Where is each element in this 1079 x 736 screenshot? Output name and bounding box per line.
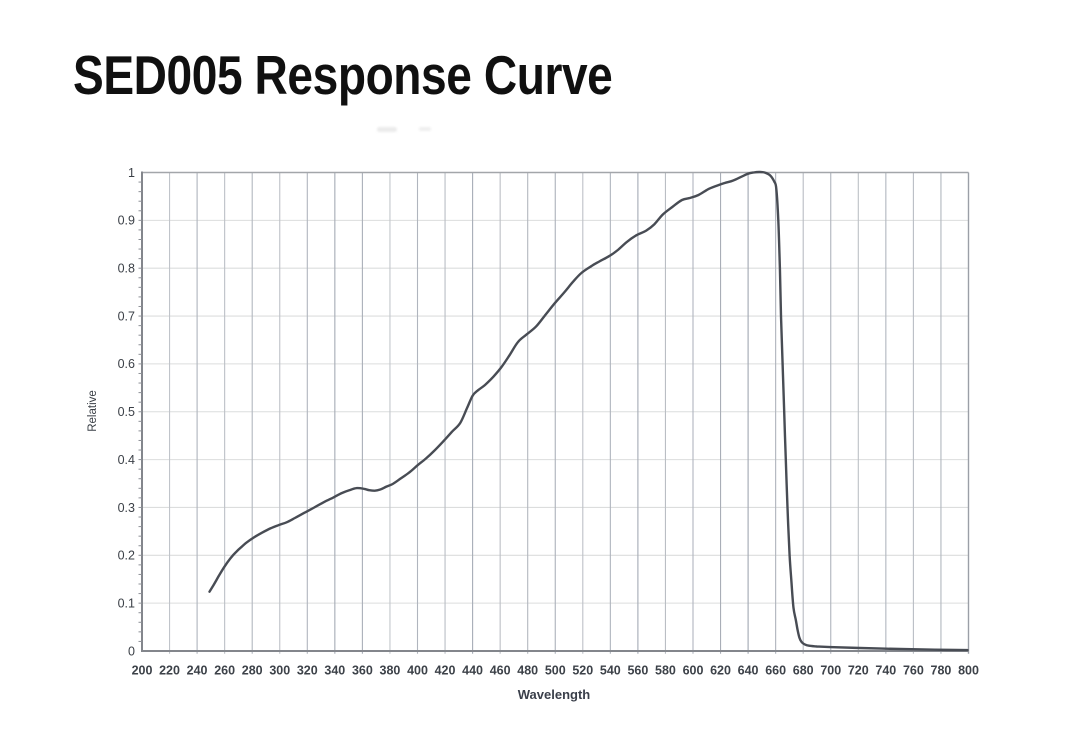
- svg-text:220: 220: [159, 664, 180, 678]
- svg-text:580: 580: [655, 664, 676, 678]
- svg-text:460: 460: [490, 664, 511, 678]
- svg-text:440: 440: [462, 664, 483, 678]
- svg-text:Wavelength: Wavelength: [518, 687, 591, 702]
- svg-text:300: 300: [269, 664, 290, 678]
- svg-text:0.6: 0.6: [118, 357, 135, 371]
- svg-text:780: 780: [931, 664, 952, 678]
- svg-text:0.8: 0.8: [118, 262, 135, 276]
- svg-text:420: 420: [435, 664, 456, 678]
- svg-text:Relative: Relative: [87, 390, 99, 432]
- svg-text:260: 260: [214, 664, 235, 678]
- svg-text:0.5: 0.5: [118, 405, 135, 419]
- svg-text:0: 0: [128, 644, 135, 658]
- svg-text:1: 1: [128, 166, 135, 180]
- svg-text:680: 680: [793, 664, 814, 678]
- svg-text:520: 520: [572, 664, 593, 678]
- svg-text:500: 500: [545, 664, 566, 678]
- svg-text:340: 340: [324, 664, 345, 678]
- svg-text:760: 760: [903, 664, 924, 678]
- svg-text:600: 600: [683, 664, 704, 678]
- svg-text:360: 360: [352, 664, 373, 678]
- svg-text:0.3: 0.3: [118, 501, 135, 515]
- svg-text:320: 320: [297, 664, 318, 678]
- svg-text:400: 400: [407, 664, 428, 678]
- svg-text:540: 540: [600, 664, 621, 678]
- svg-text:240: 240: [187, 664, 208, 678]
- svg-text:800: 800: [958, 664, 979, 678]
- svg-text:480: 480: [517, 664, 538, 678]
- svg-text:0.9: 0.9: [118, 214, 135, 228]
- svg-text:640: 640: [738, 664, 759, 678]
- svg-text:620: 620: [710, 664, 731, 678]
- svg-text:0.7: 0.7: [118, 309, 135, 323]
- svg-text:200: 200: [132, 664, 153, 678]
- svg-text:0.4: 0.4: [118, 453, 135, 467]
- svg-text:280: 280: [242, 664, 263, 678]
- svg-text:720: 720: [848, 664, 869, 678]
- svg-text:660: 660: [765, 664, 786, 678]
- svg-text:700: 700: [820, 664, 841, 678]
- svg-text:560: 560: [627, 664, 648, 678]
- svg-text:0.1: 0.1: [118, 596, 135, 610]
- svg-text:380: 380: [380, 664, 401, 678]
- svg-text:740: 740: [875, 664, 896, 678]
- svg-text:0.2: 0.2: [118, 549, 135, 563]
